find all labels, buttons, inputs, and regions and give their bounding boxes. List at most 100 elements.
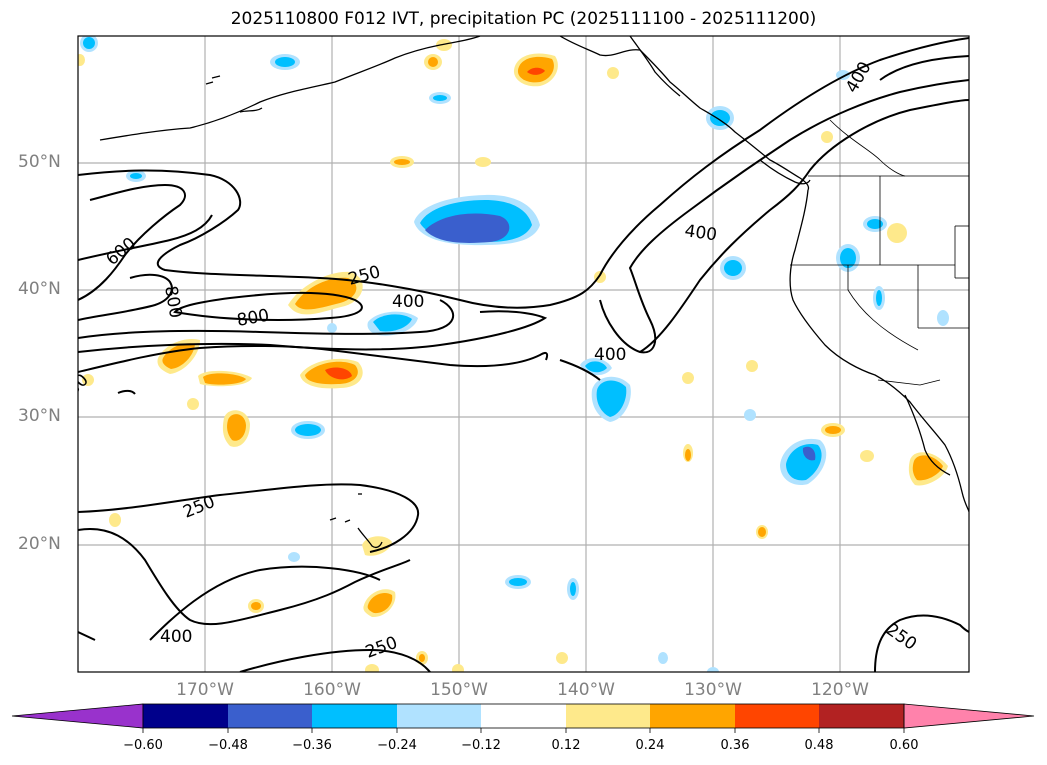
- colorbar-tick-label: −0.36: [292, 738, 332, 753]
- lat-label-40n: 40°N: [18, 279, 61, 299]
- contour-labels: 600 800 800 250 400 400 400 400 250 400 …: [78, 58, 920, 663]
- state-borders: [790, 119, 969, 386]
- colorbar-segment: [566, 704, 650, 728]
- precip-negative-blob: [327, 323, 337, 333]
- colorbar-tick-label: −0.60: [123, 738, 163, 753]
- precip-positive-blob: [394, 159, 410, 165]
- precip-negative-blob: [509, 578, 527, 586]
- gridlines: [78, 36, 969, 672]
- precip-negative-blob: [570, 582, 576, 596]
- precip-positive-blob: [203, 373, 246, 385]
- lat-label-50n: 50°N: [18, 152, 61, 172]
- precip-positive-blob: [825, 426, 841, 434]
- precip-positive-blob: [362, 536, 392, 556]
- lon-label-150w: 150°W: [430, 680, 488, 700]
- precip-negative-blob: [130, 173, 142, 179]
- precip-positive-blob: [428, 57, 438, 67]
- map-title: 2025110800 F012 IVT, precipitation PC (2…: [230, 9, 817, 29]
- lat-label-30n: 30°N: [18, 406, 61, 426]
- colorbar-tick-label: 0.36: [720, 738, 750, 753]
- colorbar-tick-label: −0.24: [377, 738, 417, 753]
- precip-positive-blob: [82, 374, 94, 386]
- contour-label: 800: [235, 306, 270, 331]
- contour-label: 400: [160, 627, 192, 647]
- lon-label-130w: 130°W: [684, 680, 742, 700]
- precip-positive-blob: [109, 513, 121, 527]
- colorbar-segment: [228, 704, 312, 728]
- precip-negative-blob: [724, 260, 742, 276]
- precip-positive-blob: [227, 414, 246, 441]
- contour-label: 250: [882, 620, 920, 655]
- precip-negative-blob: [83, 37, 95, 49]
- contour-label: 800: [160, 284, 185, 319]
- colorbar-tick-label: 0.12: [551, 738, 581, 753]
- colorbar-segment: [481, 704, 566, 728]
- colorbar-segment: [819, 704, 904, 728]
- precip-negative-blob: [937, 310, 949, 326]
- precip-positive-blob: [887, 223, 907, 243]
- contour-label: 250: [363, 633, 400, 663]
- precip-positive-blob: [365, 664, 379, 672]
- colorbar-tick-label: 0.60: [889, 738, 919, 753]
- contour-label: 250: [180, 492, 218, 523]
- map-frame: [77, 35, 970, 673]
- precip-negative-blob: [658, 652, 668, 664]
- ivt-contours: [78, 37, 969, 672]
- precip-positive-blob: [746, 360, 758, 372]
- precip-negative-blob: [433, 95, 447, 101]
- precip-positive-blob: [685, 449, 691, 461]
- precip-negative-blob: [744, 409, 756, 421]
- precip-negative-blob: [295, 424, 321, 436]
- lon-label-170w: 170°W: [176, 680, 234, 700]
- colorbar-frame: [142, 703, 905, 729]
- precip-positive-blob: [78, 54, 85, 66]
- colorbar-tick-label: 0.24: [635, 738, 665, 753]
- precip-negative-blob: [840, 248, 856, 268]
- contour-label: 250: [346, 262, 383, 290]
- colorbar-tick-label: −0.48: [208, 738, 248, 753]
- map-plot-area: 600 800 800 250 400 400 400 400 250 400 …: [78, 36, 969, 672]
- precip-positive-blob: [758, 527, 766, 537]
- precip-positive-blob: [607, 67, 619, 79]
- colorbar-segment: [312, 704, 397, 728]
- lon-label-140w: 140°W: [557, 680, 615, 700]
- precip-negative-blob: [802, 446, 816, 461]
- colorbar-segment: [650, 704, 735, 728]
- lat-label-20n: 20°N: [18, 534, 61, 554]
- precip-positive-blob: [682, 372, 694, 384]
- precip-positive-blob: [325, 367, 352, 380]
- precip-positive-blob: [162, 343, 195, 369]
- colorbar-tick-label: 0.48: [804, 738, 834, 753]
- precip-positive-blob: [860, 450, 874, 462]
- precip-negative-blob: [585, 361, 607, 373]
- contour-label: 400: [683, 221, 718, 245]
- precip-negative-blob: [288, 552, 300, 562]
- coastlines: [99, 36, 969, 549]
- precip-negative-blob: [275, 57, 295, 67]
- colorbar-segment: [143, 704, 228, 728]
- contour-label: 400: [392, 292, 424, 312]
- precip-positive-blob: [251, 602, 261, 610]
- precip-negative-blob: [596, 380, 627, 417]
- colorbar-segment: [735, 704, 819, 728]
- precip-positive-blob: [452, 664, 464, 672]
- precip-positive-blob: [556, 652, 568, 664]
- contour-label: 600: [102, 234, 140, 270]
- colorbar-segment: [397, 704, 481, 728]
- colorbar: [11, 703, 1035, 733]
- precip-positive-blob: [912, 455, 943, 481]
- precip-positive-blob: [527, 67, 545, 75]
- precip-negative-blob: [710, 110, 730, 126]
- precip-negative-blob: [425, 213, 510, 243]
- precip-negative-blob: [867, 219, 883, 229]
- colorbar-tick-label: −0.12: [461, 738, 501, 753]
- precip-positive-blob: [187, 398, 199, 410]
- colorbar-high-extension: [903, 703, 1035, 729]
- precip-positive-blob: [821, 131, 833, 143]
- contour-label: 400: [594, 345, 626, 365]
- precip-anomaly-fields: [78, 36, 949, 672]
- colorbar-low-extension: [11, 703, 144, 729]
- precip-positive-blob: [436, 39, 452, 51]
- precip-negative-blob: [876, 290, 882, 306]
